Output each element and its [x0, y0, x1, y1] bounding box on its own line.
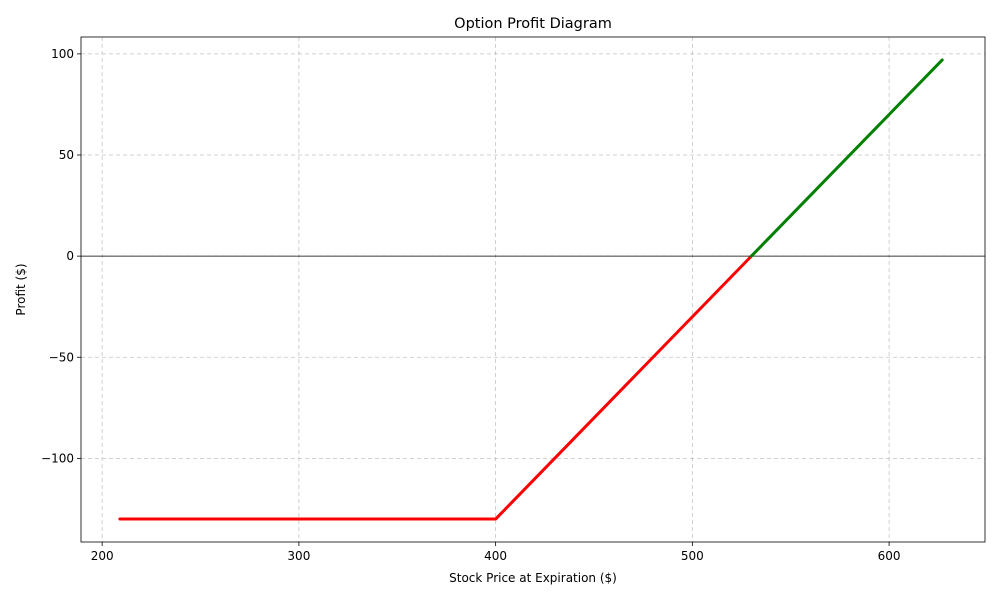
- x-tick-label: 300: [287, 549, 310, 563]
- y-axis-ticks: −100 −50 0 50 100: [41, 47, 81, 465]
- plot-frame: [80, 36, 986, 543]
- y-axis-label: Profit ($): [14, 263, 28, 315]
- chart-title: Option Profit Diagram: [454, 16, 612, 32]
- x-tick-label: 200: [91, 549, 114, 563]
- y-tick-label: 50: [59, 148, 74, 162]
- series-line-1: [749, 58, 944, 258]
- x-tick-label: 600: [878, 549, 901, 563]
- x-axis-ticks: 200 300 400 500 600: [91, 542, 901, 563]
- y-tick-label: 0: [66, 249, 74, 263]
- y-tick-label: −50: [49, 350, 74, 364]
- series-line-0: [118, 254, 753, 521]
- series-group: [118, 58, 944, 521]
- y-tick-label: −100: [41, 451, 74, 465]
- y-tick-label: 100: [51, 47, 74, 61]
- x-axis-label: Stock Price at Expiration ($): [449, 571, 617, 585]
- x-tick-label: 400: [484, 549, 507, 563]
- x-tick-label: 500: [681, 549, 704, 563]
